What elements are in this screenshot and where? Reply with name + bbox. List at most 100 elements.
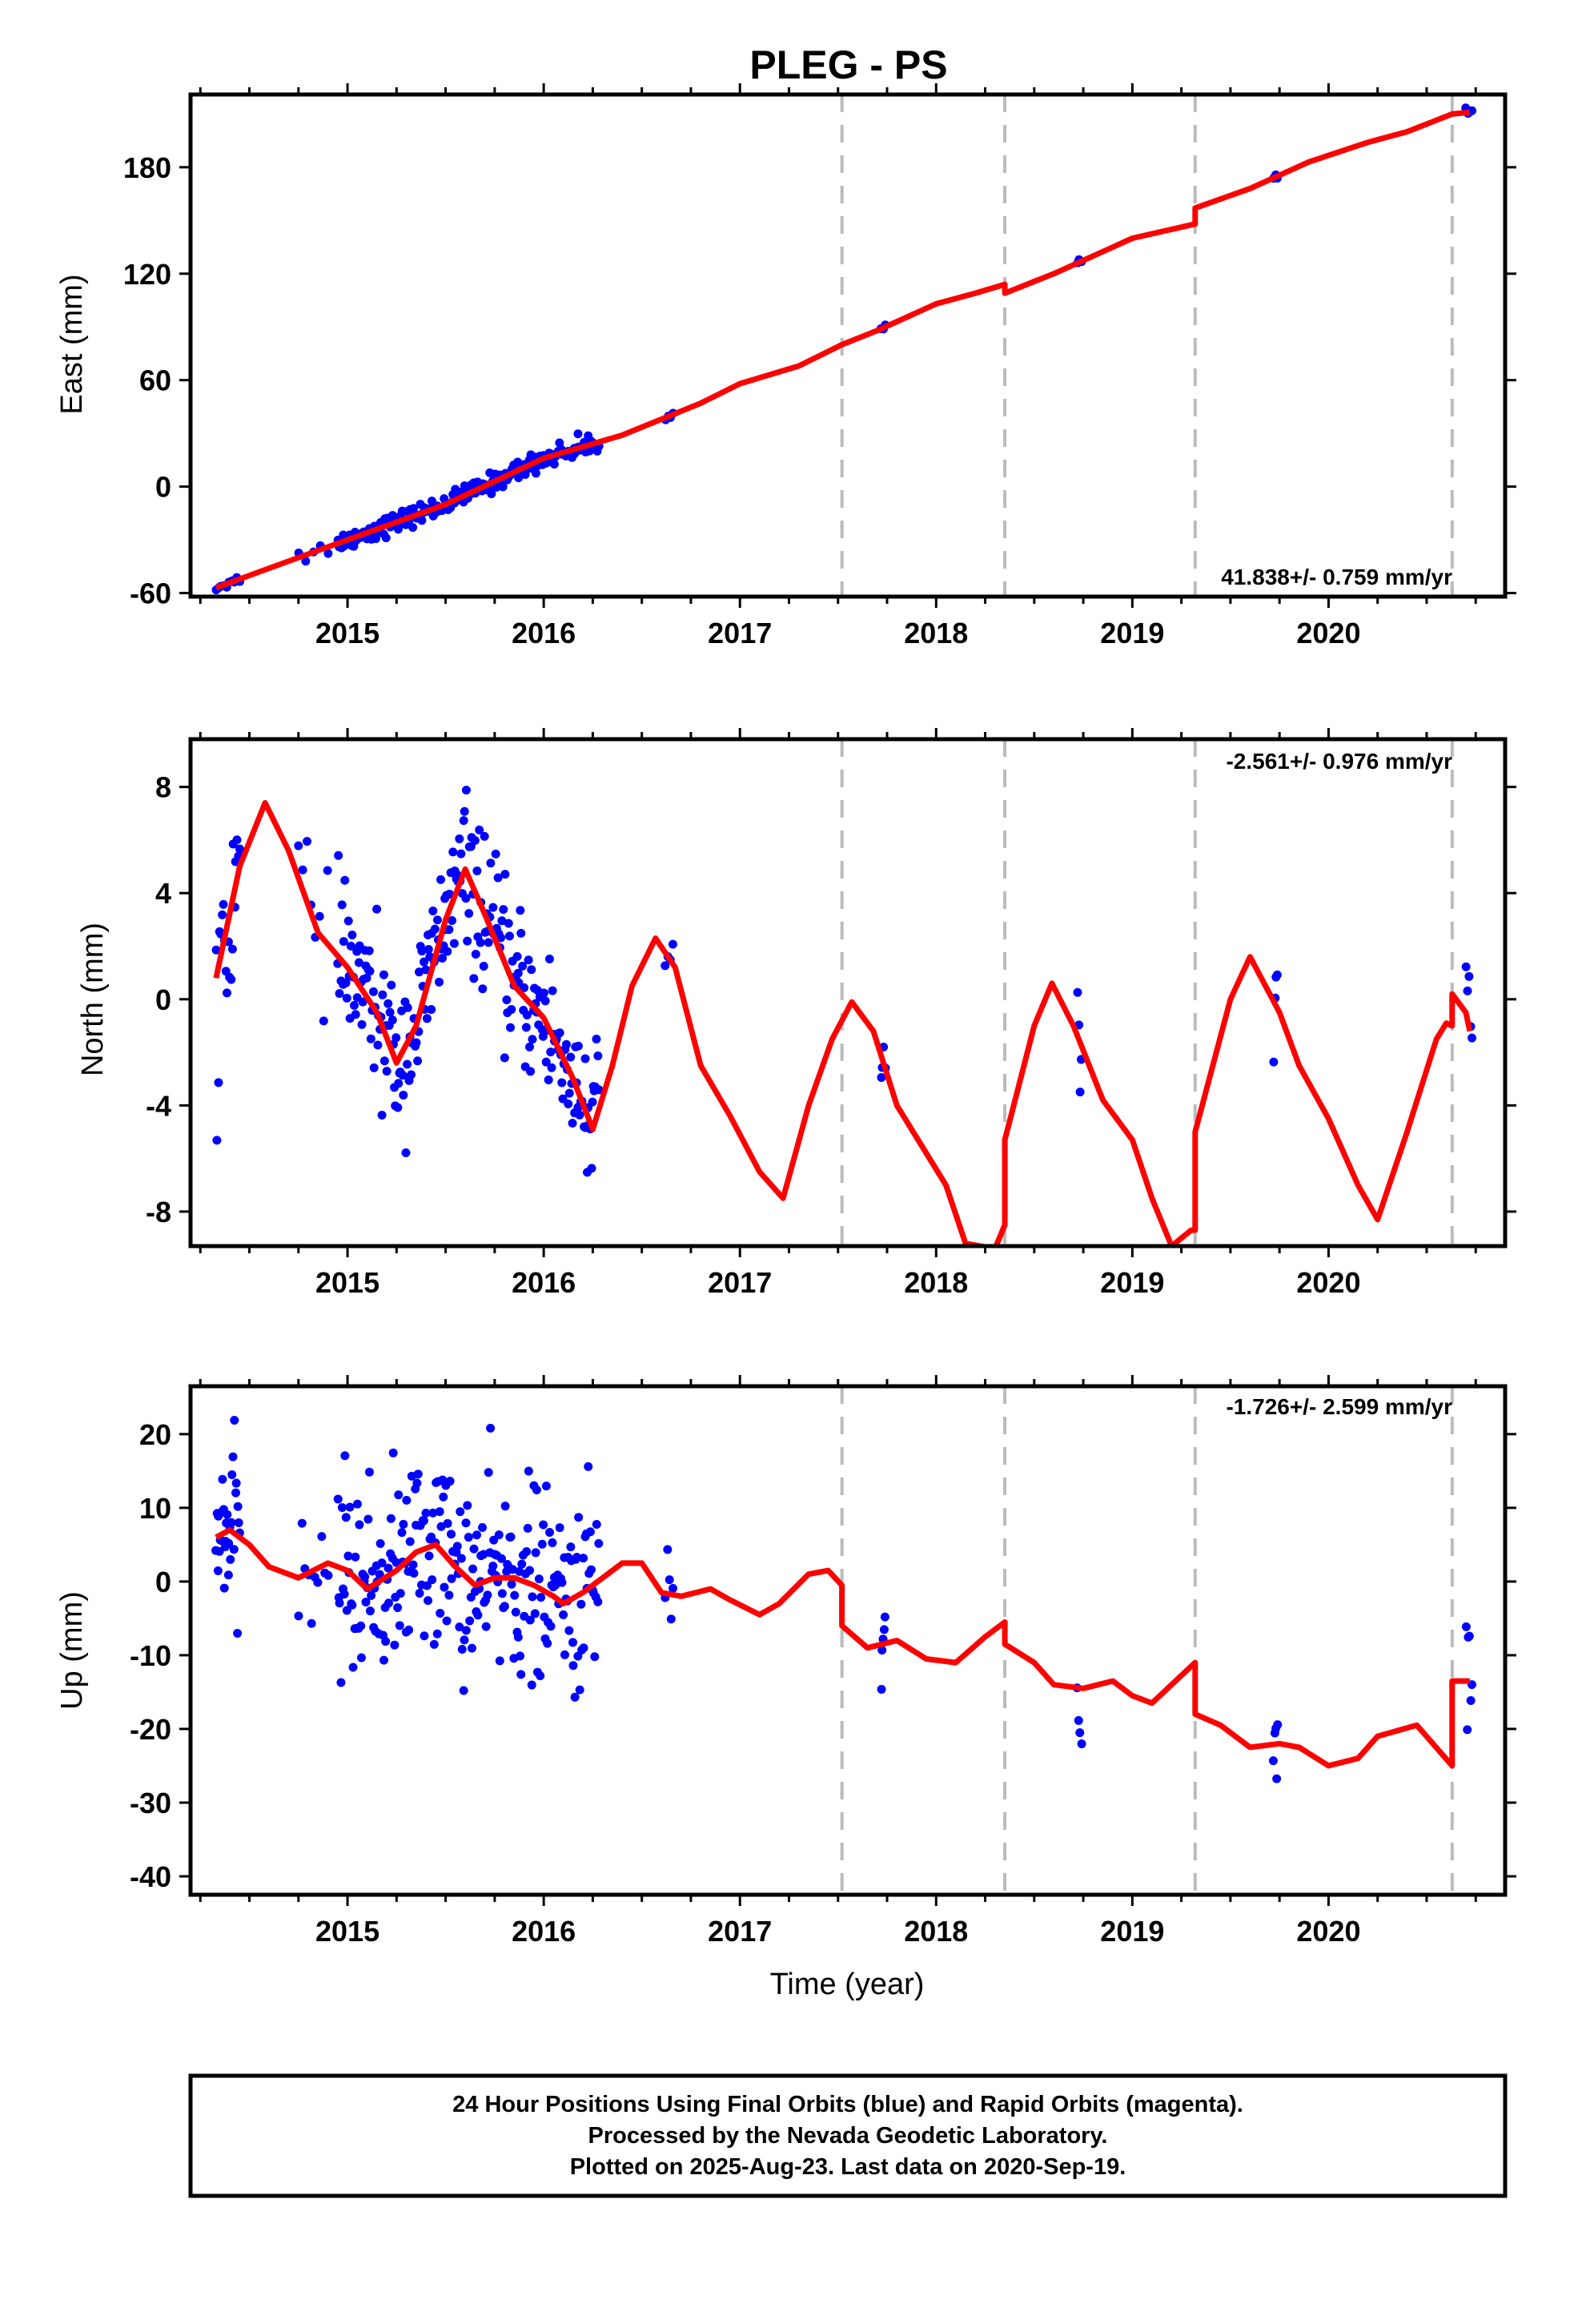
x-axis-label: Time (year) [770, 1968, 925, 2001]
up-data-point [396, 1589, 405, 1598]
north-data-point [379, 1056, 389, 1066]
up-data-point [456, 1507, 465, 1517]
east-y-tick-label: -60 [130, 577, 171, 610]
up-data-point [523, 1523, 532, 1533]
north-data-point [592, 1035, 601, 1044]
up-data-point [592, 1519, 601, 1529]
up-data-point [548, 1538, 557, 1547]
north-data-point [1073, 987, 1082, 997]
up-data-point [510, 1590, 520, 1600]
north-data-point [373, 1040, 383, 1050]
north-data-point [337, 900, 347, 910]
north-data-point [488, 903, 498, 912]
up-data-point [367, 1590, 376, 1600]
up-data-point [297, 1518, 307, 1528]
up-data-point [213, 1566, 223, 1576]
up-data-point [522, 1546, 532, 1556]
up-data-point [352, 1499, 362, 1509]
north-y-tick-label: 8 [155, 771, 171, 804]
up-data-point [442, 1616, 452, 1626]
chart-title: PLEG - PS [749, 42, 947, 87]
north-data-point [547, 1063, 556, 1072]
up-data-point [360, 1572, 370, 1582]
north-data-point [1463, 986, 1472, 995]
north-data-point [436, 875, 446, 884]
north-data-point [548, 986, 557, 995]
up-data-point [500, 1602, 509, 1611]
north-data-point [479, 962, 488, 971]
up-x-tick-label: 2020 [1296, 1915, 1360, 1948]
up-data-point [231, 1478, 241, 1488]
up-data-point [447, 1530, 456, 1539]
north-data-point [557, 1078, 567, 1088]
north-x-tick-label: 2016 [512, 1266, 576, 1299]
up-data-point [351, 1552, 360, 1562]
up-data-point [568, 1638, 578, 1647]
up-data-point [472, 1530, 481, 1540]
up-data-point [483, 1590, 492, 1600]
north-data-point [555, 1028, 564, 1038]
north-data-point [544, 1075, 553, 1084]
up-data-point [223, 1570, 233, 1580]
east-x-tick-label: 2017 [708, 617, 772, 649]
up-data-point [586, 1565, 596, 1574]
north-data-point [526, 1067, 536, 1076]
up-data-point [233, 1502, 243, 1511]
up-data-point [537, 1539, 547, 1549]
north-data-point [421, 965, 431, 975]
east-data-point [549, 460, 559, 469]
up-data-point [459, 1686, 468, 1695]
north-data-point [506, 1023, 516, 1032]
up-x-tick-label: 2019 [1100, 1915, 1164, 1948]
up-data-point [361, 1597, 371, 1606]
up-data-point [1077, 1739, 1086, 1749]
north-data-point [539, 988, 548, 998]
north-data-point [500, 1053, 509, 1063]
up-data-point [590, 1652, 600, 1662]
up-data-point [409, 1568, 419, 1578]
north-data-point [222, 988, 231, 998]
up-y-tick-label: -10 [130, 1639, 171, 1672]
north-data-point [334, 850, 343, 860]
north-data-point [493, 873, 503, 883]
up-data-point [364, 1467, 374, 1477]
north-data-point [1468, 1033, 1477, 1043]
up-data-point [428, 1508, 438, 1518]
up-data-point [336, 1678, 346, 1687]
east-rate-label: 41.838+/- 0.759 mm/yr [1221, 565, 1452, 589]
up-data-point [584, 1462, 593, 1471]
north-data-point [1075, 1088, 1085, 1097]
up-data-point [419, 1516, 428, 1526]
up-data-point [465, 1616, 475, 1626]
north-data-point [564, 1100, 573, 1109]
north-data-point [403, 1003, 412, 1012]
up-data-point [224, 1538, 234, 1548]
up-data-point [447, 1574, 456, 1583]
up-data-point [879, 1625, 889, 1634]
up-data-point [1273, 1720, 1283, 1730]
east-data-point [301, 557, 311, 566]
north-data-point [521, 1023, 531, 1032]
east-data-point [531, 468, 540, 478]
up-data-point [432, 1629, 442, 1638]
up-data-point [356, 1621, 366, 1630]
up-data-point [445, 1477, 455, 1486]
north-data-point [484, 938, 493, 947]
north-data-point [235, 844, 244, 854]
up-data-point [375, 1539, 385, 1549]
up-data-point [420, 1631, 429, 1641]
up-data-point [1464, 1631, 1474, 1641]
east-model-line [215, 109, 1471, 591]
north-data-point [544, 954, 554, 963]
up-data-point [663, 1545, 673, 1554]
north-data-point [448, 847, 458, 857]
up-data-point [1075, 1728, 1085, 1738]
north-data-point [587, 1164, 596, 1173]
up-data-point [390, 1640, 400, 1650]
up-data-point [333, 1494, 343, 1504]
east-data-point [381, 533, 391, 543]
up-data-point [541, 1482, 551, 1491]
north-data-point [524, 1042, 534, 1051]
north-data-point [575, 1110, 584, 1120]
